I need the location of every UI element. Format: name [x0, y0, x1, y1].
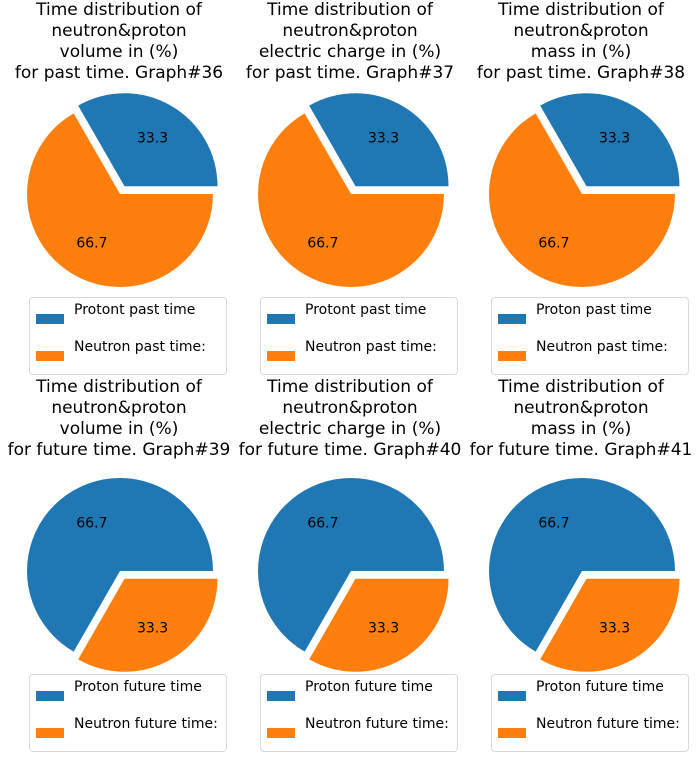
pie-chart: 33.3 66.7	[258, 93, 449, 287]
legend-swatch	[498, 351, 526, 361]
legend-swatch	[267, 351, 295, 361]
pie-slice	[78, 578, 218, 672]
pie-slice	[489, 113, 675, 287]
pie-slice	[489, 478, 675, 652]
legend-label: Proton future time	[74, 679, 202, 695]
slice-value-label: 66.7	[538, 235, 569, 251]
chart-title-line: volume in (%)	[59, 42, 179, 62]
chart-title-line: Time distribution of	[267, 377, 433, 397]
legend-swatch	[498, 728, 526, 738]
pie-slice	[258, 478, 444, 652]
legend: Proton past time Neutron past time:	[491, 297, 689, 375]
pie-slice	[258, 113, 444, 287]
chart-title-line: Time distribution of	[36, 0, 202, 20]
chart-title-line: volume in (%)	[59, 419, 179, 439]
chart-title-line: for future time. Graph#39	[7, 440, 231, 460]
pie-slice	[78, 93, 218, 187]
pie-chart-panel: Time distribution of neutron&proton volume…	[4, 0, 234, 376]
slice-value-label: 33.3	[137, 131, 168, 147]
legend-label: Neutron future time:	[536, 716, 680, 732]
chart-title-line: neutron&proton	[513, 21, 649, 41]
legend-label: Neutron past time:	[305, 339, 437, 355]
pie-chart-panel: Time distribution of neutron&proton volume…	[4, 377, 234, 753]
pie-chart-panel: Time distribution of neutron&proton electr…	[235, 377, 465, 753]
pie-chart-panel: Time distribution of neutron&proton mass i…	[466, 0, 696, 376]
pie-chart: 33.3 66.7	[26, 93, 218, 287]
legend-swatch	[36, 691, 64, 701]
chart-title-line: for future time. Graph#41	[469, 440, 693, 460]
chart-title-line: Time distribution of	[498, 377, 664, 397]
legend: Proton future time Neutron future time:	[29, 674, 227, 752]
legend: Proton future time Neutron future time:	[491, 674, 689, 752]
legend-swatch	[267, 691, 295, 701]
legend-swatch	[36, 314, 64, 324]
legend: Protont past time Neutron past time:	[260, 297, 458, 375]
legend-label: Proton past time	[536, 302, 652, 318]
chart-title: Time distribution of neutron&proton volume…	[4, 377, 234, 461]
legend-label: Proton future time	[536, 679, 664, 695]
legend-swatch	[267, 728, 295, 738]
pie-chart: 33.3 66.7	[489, 93, 680, 287]
slice-value-label: 66.7	[76, 235, 107, 251]
legend: Proton future time Neutron future time:	[260, 674, 458, 752]
chart-title-line: mass in (%)	[530, 42, 632, 62]
chart-title-line: neutron&proton	[51, 21, 187, 41]
slice-value-label: 66.7	[76, 516, 107, 532]
slice-value-label: 33.3	[368, 131, 399, 147]
pie-chart: 66.7 33.3	[258, 478, 449, 672]
chart-title: Time distribution of neutron&proton mass i…	[466, 0, 696, 84]
legend-swatch	[36, 351, 64, 361]
legend-label: Protont past time	[74, 302, 196, 318]
chart-title: Time distribution of neutron&proton electr…	[235, 0, 465, 84]
pie-slice	[540, 578, 680, 672]
chart-title: Time distribution of neutron&proton electr…	[235, 377, 465, 461]
chart-title-line: electric charge in (%)	[258, 42, 442, 62]
chart-title-line: for past time. Graph#38	[476, 63, 686, 83]
chart-title-line: Time distribution of	[36, 377, 202, 397]
chart-title-line: Time distribution of	[498, 0, 664, 20]
pie-slice	[26, 113, 213, 287]
chart-title: Time distribution of neutron&proton mass i…	[466, 377, 696, 461]
legend-swatch	[36, 728, 64, 738]
slice-value-label: 33.3	[368, 620, 399, 636]
pie-slice	[309, 93, 449, 187]
chart-title-line: for past time. Graph#36	[14, 63, 224, 83]
slice-value-label: 33.3	[599, 620, 630, 636]
chart-title-line: neutron&proton	[513, 398, 649, 418]
legend-label: Protont past time	[305, 302, 427, 318]
chart-title-line: neutron&proton	[282, 398, 418, 418]
pie-chart: 66.7 33.3	[489, 478, 680, 672]
chart-title-line: Time distribution of	[267, 0, 433, 20]
chart-title-line: electric charge in (%)	[258, 419, 442, 439]
pie-chart-panel: Time distribution of neutron&proton electr…	[235, 0, 465, 376]
legend-swatch	[267, 314, 295, 324]
legend-swatch	[498, 314, 526, 324]
legend-label: Neutron future time:	[74, 716, 218, 732]
pie-slice	[309, 578, 449, 672]
slice-value-label: 66.7	[538, 516, 569, 532]
chart-title-line: neutron&proton	[282, 21, 418, 41]
legend-swatch	[498, 691, 526, 701]
pie-chart: 66.7 33.3	[27, 478, 218, 672]
slice-value-label: 33.3	[137, 620, 168, 636]
legend-label: Neutron future time:	[305, 716, 449, 732]
slice-value-label: 66.7	[307, 516, 338, 532]
legend-label: Proton future time	[305, 679, 433, 695]
pie-slice	[27, 478, 214, 652]
chart-title-line: neutron&proton	[51, 398, 187, 418]
chart-title-line: mass in (%)	[530, 419, 632, 439]
legend-label: Neutron past time:	[536, 339, 668, 355]
pie-slice	[540, 93, 680, 187]
pie-chart-panel: Time distribution of neutron&proton mass i…	[466, 377, 696, 753]
legend-label: Neutron past time:	[74, 339, 206, 355]
chart-title: Time distribution of neutron&proton volume…	[4, 0, 234, 84]
slice-value-label: 33.3	[599, 131, 630, 147]
chart-title-line: for future time. Graph#40	[238, 440, 462, 460]
legend: Protont past time Neutron past time:	[29, 297, 227, 375]
slice-value-label: 66.7	[307, 235, 338, 251]
chart-title-line: for past time. Graph#37	[245, 63, 455, 83]
